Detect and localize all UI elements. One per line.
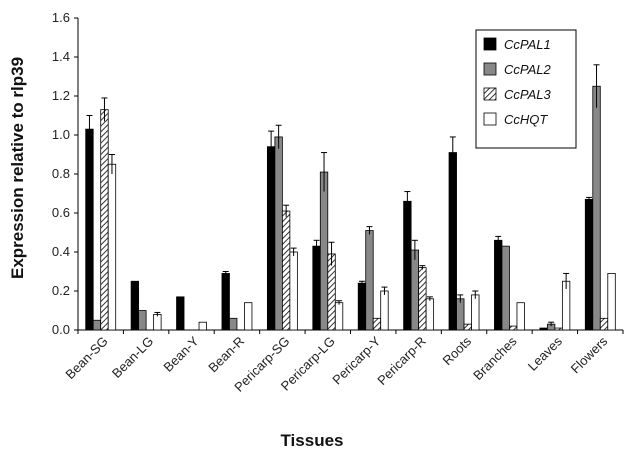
- y-tick-label: 0.4: [52, 244, 70, 259]
- bar-CcHQT-Bean-R: [244, 302, 253, 331]
- bar-CcPAL1-Roots: [448, 152, 457, 331]
- bar-CcPAL2-Bean-LG: [138, 310, 147, 331]
- bar-CcHQT-Bean-Y: [198, 321, 207, 331]
- bar-CcPAL3-Pericarp-Y: [372, 317, 382, 331]
- bar-CcPAL3-Flowers: [599, 317, 609, 331]
- y-tick-label: 0.0: [52, 322, 70, 337]
- bar-CcPAL3-Bean-SG: [100, 109, 109, 331]
- legend-label-CcPAL1: CcPAL1: [504, 37, 551, 52]
- y-tick-label: 0.6: [52, 205, 70, 220]
- x-tick-label: Bean-LG: [109, 334, 156, 381]
- bar-CcPAL2-Pericarp-R: [410, 249, 420, 331]
- legend: CcPAL1 CcPAL2 CcPAL3 CcHQT: [475, 29, 577, 149]
- x-tick-label: Flowers: [568, 333, 611, 376]
- y-tick-label: 0.2: [52, 283, 70, 298]
- bar-CcPAL3-Roots: [463, 323, 472, 331]
- legend-swatch-CcPAL3: [483, 87, 497, 101]
- bar-CcHQT-Pericarp-R: [425, 298, 435, 331]
- x-tick-label: Bean-R: [205, 334, 247, 376]
- legend-swatch-CcHQT: [483, 112, 497, 126]
- bar-CcPAL1-Leaves: [539, 327, 548, 331]
- x-tick-label: Roots: [440, 333, 475, 368]
- bar-CcPAL2-Pericarp-LG: [319, 171, 329, 331]
- legend-label-CcHQT: CcHQT: [504, 112, 548, 127]
- y-axis-title: Expression relative to rlp39: [8, 57, 27, 279]
- legend-swatch-CcPAL2: [483, 62, 497, 76]
- bar-CcPAL1-Bean-SG: [85, 128, 94, 331]
- bar-CcPAL1-Pericarp-LG: [312, 245, 321, 331]
- legend-label-CcPAL3: CcPAL3: [504, 87, 551, 102]
- legend-swatch-CcPAL1: [483, 37, 497, 51]
- bar-CcPAL1-Pericarp-R: [403, 200, 412, 331]
- y-tick-label: 1.2: [52, 88, 70, 103]
- bar-CcPAL3-Branches: [509, 325, 518, 331]
- legend-label-CcPAL2: CcPAL2: [504, 62, 551, 77]
- bar-CcHQT-Roots: [471, 294, 480, 331]
- y-tick-label: 1.6: [52, 10, 70, 25]
- bar-CcHQT-Bean-SG: [107, 163, 117, 331]
- x-tick-label: Leaves: [525, 333, 566, 374]
- x-axis-title: Tissues: [280, 431, 343, 450]
- bar-CcPAL2-Pericarp-SG: [274, 136, 283, 331]
- bar-CcPAL1-Bean-R: [221, 273, 230, 331]
- bar-CcPAL3-Leaves: [554, 327, 563, 331]
- bar-CcHQT-Pericarp-Y: [380, 290, 389, 331]
- bar-CcPAL1-Bean-Y: [176, 296, 185, 331]
- bar-CcHQT-Bean-LG: [153, 313, 162, 331]
- bar-CcPAL2-Pericarp-Y: [365, 230, 374, 331]
- bar-CcHQT-Flowers: [607, 273, 616, 331]
- bar-CcPAL2-Bean-SG: [92, 319, 102, 331]
- bar-CcHQT-Pericarp-LG: [334, 302, 344, 331]
- bar-CcPAL1-Pericarp-SG: [266, 146, 276, 331]
- bar-CcPAL3-Pericarp-R: [418, 267, 427, 331]
- x-tick-label: Bean-Y: [160, 333, 202, 375]
- bar-CcPAL3-Pericarp-SG: [281, 210, 291, 331]
- bar-CcPAL2-Flowers: [592, 85, 601, 331]
- bar-CcHQT-Pericarp-SG: [289, 251, 298, 331]
- bar-CcPAL2-Branches: [501, 245, 510, 331]
- bar-CcPAL2-Bean-R: [229, 317, 238, 331]
- bar-CcPAL1-Flowers: [584, 198, 594, 331]
- x-tick-label: Branches: [470, 333, 520, 383]
- bar-CcPAL2-Roots: [456, 298, 465, 331]
- bar-CcHQT-Branches: [516, 302, 525, 331]
- y-tick-label: 1.0: [52, 127, 70, 142]
- y-tick-label: 1.4: [52, 49, 70, 64]
- x-tick-label: Pericarp-R: [374, 334, 429, 389]
- bar-CcPAL1-Bean-LG: [130, 280, 140, 331]
- bar-CcPAL1-Pericarp-Y: [357, 282, 367, 331]
- y-tick-label: 0.8: [52, 166, 70, 181]
- x-tick-label: Bean-SG: [62, 334, 110, 382]
- bar-CcPAL1-Branches: [494, 239, 503, 331]
